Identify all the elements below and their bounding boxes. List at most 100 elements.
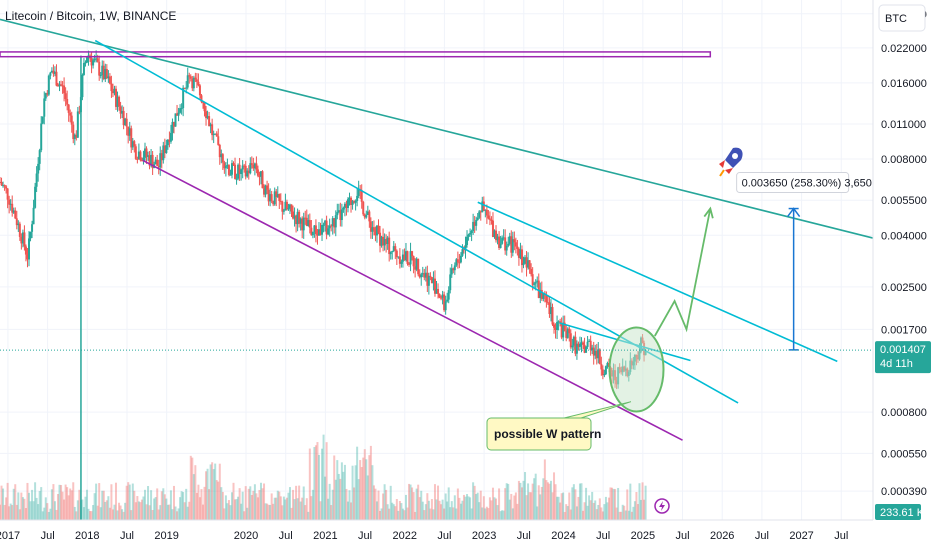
candle-body — [0, 182, 3, 186]
volume-bar — [633, 501, 636, 520]
candle-body — [78, 111, 81, 113]
volume-bar — [134, 502, 137, 520]
volume-bar — [409, 484, 412, 520]
candle-body — [41, 116, 44, 124]
candle-body — [565, 330, 568, 338]
candle-body — [450, 268, 453, 275]
candle-body — [441, 294, 444, 298]
volume-bar — [624, 510, 627, 520]
candle-body — [314, 225, 317, 235]
volume-bar — [330, 505, 333, 520]
volume-bar — [224, 495, 227, 520]
volume-bar — [290, 507, 293, 520]
candle-body — [493, 230, 496, 237]
volume-bar — [205, 471, 208, 520]
candle-body — [171, 121, 174, 133]
volume-bar — [350, 502, 353, 520]
chart-title: Litecoin / Bitcoin, 1W, BINANCE — [5, 9, 176, 23]
candle-body — [380, 236, 383, 246]
volume-bar — [34, 482, 37, 520]
candle-body — [499, 243, 502, 248]
volume-bar — [31, 489, 34, 520]
candle-body — [365, 215, 368, 218]
volume-bar — [137, 501, 140, 520]
x-tick-label: Jul — [41, 530, 55, 542]
volume-bar — [537, 485, 540, 520]
volume-bar — [397, 510, 400, 520]
volume-bar — [421, 501, 424, 520]
volume-bar — [498, 488, 501, 520]
volume-bar — [319, 501, 322, 520]
candle-body — [328, 225, 331, 229]
volume-bar — [154, 497, 157, 520]
x-tick-label: Jul — [834, 530, 848, 542]
x-tick-label: 2027 — [789, 530, 813, 542]
volume-bars — [0, 434, 647, 520]
candle-body — [427, 275, 430, 286]
candle-body — [394, 246, 397, 251]
volume-bar — [23, 498, 26, 520]
currency-button[interactable] — [878, 4, 926, 32]
volume-bar — [406, 507, 409, 520]
volume-bar — [554, 484, 557, 520]
volume-bar — [375, 501, 378, 520]
candle-body — [140, 160, 143, 162]
candle-body — [31, 224, 34, 232]
candle-body — [580, 342, 583, 344]
candle-body — [563, 322, 566, 331]
candle-body — [455, 259, 458, 266]
y-tick-label: 0.004000 — [881, 230, 927, 242]
volume-bar — [440, 504, 443, 520]
volume-bar — [206, 468, 209, 520]
candle-body — [505, 245, 508, 251]
volume-bar — [90, 511, 93, 520]
candle-body — [243, 165, 246, 167]
volume-bar — [464, 496, 467, 520]
candle-body — [582, 342, 585, 345]
volume-bar — [37, 504, 40, 520]
x-tick-label: Jul — [358, 530, 372, 542]
volume-bar — [582, 510, 585, 520]
candle-body — [148, 155, 151, 166]
candle-body — [316, 234, 319, 236]
volume-bar — [55, 509, 58, 520]
candle-body — [319, 229, 322, 235]
lightning-icon[interactable] — [654, 498, 670, 514]
candles — [0, 50, 647, 520]
candle-body — [240, 169, 243, 175]
volume-bar — [427, 500, 430, 520]
volume-bar — [528, 492, 531, 520]
candle-body — [408, 263, 411, 265]
volume-bar — [490, 500, 493, 520]
volume-bar — [305, 498, 308, 520]
volume-bar — [449, 507, 452, 520]
volume-bar — [247, 488, 250, 520]
candle-body — [545, 295, 548, 303]
candle-body — [247, 170, 250, 174]
candle-body — [241, 165, 244, 170]
volume-bar — [200, 489, 203, 520]
candle-body — [113, 88, 116, 94]
candle-body — [177, 112, 180, 116]
candle-body — [244, 165, 247, 177]
candle-body — [446, 299, 449, 302]
volume-bar — [502, 510, 505, 520]
volume-bar — [324, 476, 327, 520]
w-pattern-callout: possible W pattern — [486, 401, 632, 451]
y-tick-label: 0.001700 — [881, 324, 927, 336]
candle-body — [369, 221, 372, 232]
candle-body — [443, 294, 446, 311]
volume-bar — [282, 496, 285, 520]
candle-body — [421, 273, 424, 275]
volume-bar — [40, 487, 43, 520]
volume-bar — [263, 483, 266, 520]
candle-body — [331, 218, 334, 226]
volume-bar — [478, 502, 481, 520]
candle-body — [11, 203, 14, 213]
highlight-circle — [608, 326, 665, 413]
volume-bar — [177, 508, 180, 520]
candle-body — [433, 278, 436, 294]
volume-bar — [270, 493, 273, 520]
price-axis[interactable] — [873, 0, 932, 550]
